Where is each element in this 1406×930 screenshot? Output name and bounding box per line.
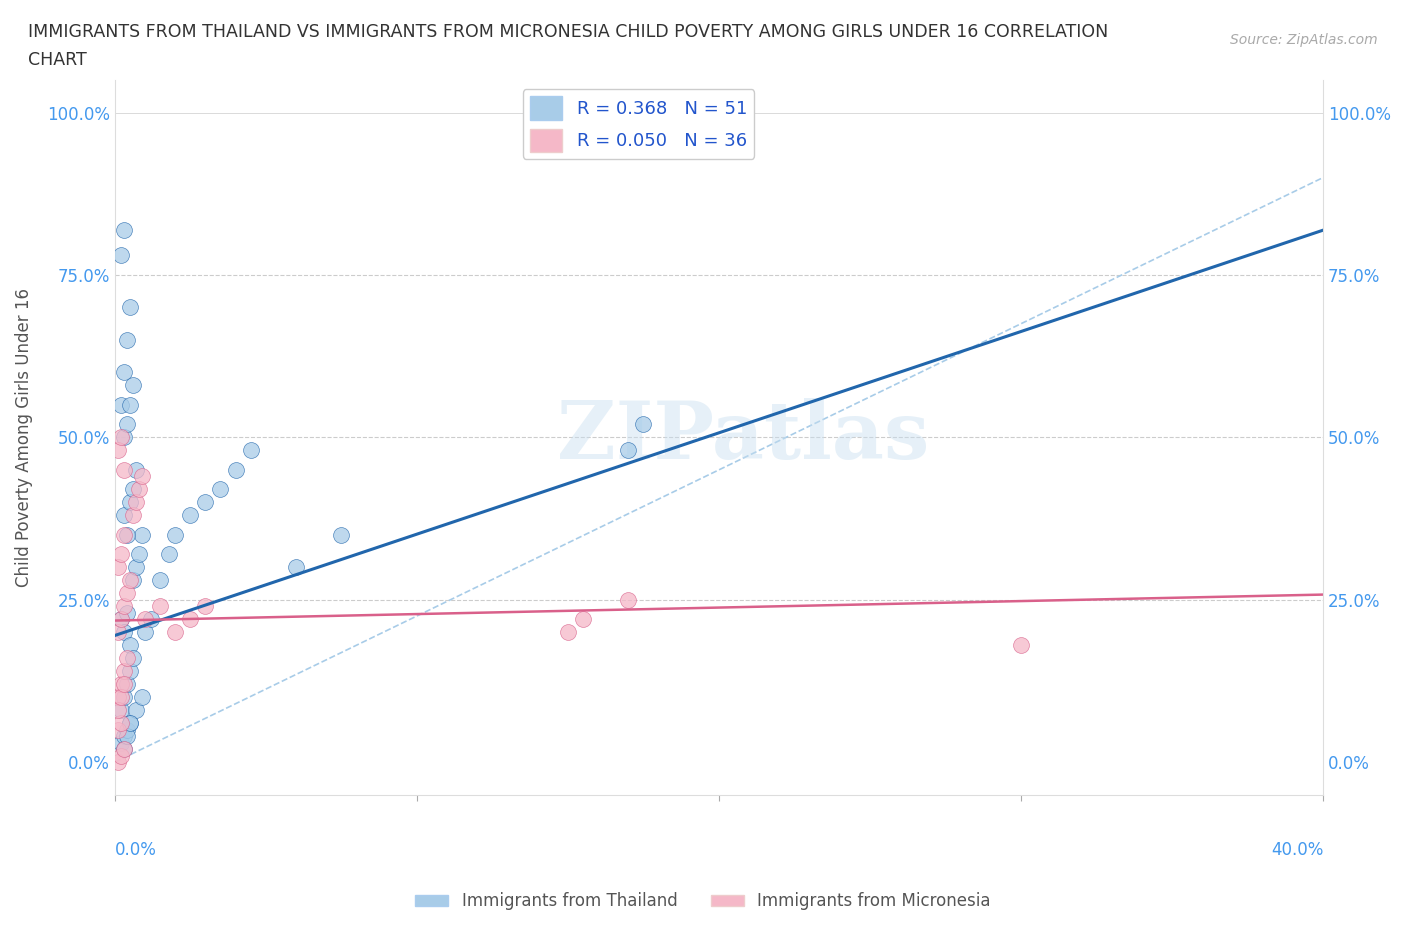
Point: [112, 677, 135, 692]
Point: [112, 664, 135, 679]
Point: [115, 586, 138, 601]
Point: [125, 495, 148, 510]
Text: 0.0%: 0.0%: [115, 841, 156, 859]
Point: [110, 430, 132, 445]
Point: [110, 677, 132, 692]
Point: [134, 625, 156, 640]
Point: [107, 703, 129, 718]
Point: [110, 716, 132, 731]
Point: [165, 625, 187, 640]
Point: [131, 690, 153, 705]
Point: [149, 573, 172, 588]
Point: [110, 612, 132, 627]
Point: [131, 527, 153, 542]
Point: [149, 599, 172, 614]
Point: [125, 560, 148, 575]
Point: [617, 592, 640, 607]
Point: [110, 703, 132, 718]
Point: [122, 482, 145, 497]
Point: [285, 560, 308, 575]
Point: [209, 482, 232, 497]
Point: [112, 729, 135, 744]
Point: [194, 495, 217, 510]
Point: [110, 749, 132, 764]
Point: [125, 462, 148, 477]
Point: [225, 462, 247, 477]
Legend: Immigrants from Thailand, Immigrants from Micronesia: Immigrants from Thailand, Immigrants fro…: [408, 885, 998, 917]
Text: Source: ZipAtlas.com: Source: ZipAtlas.com: [1230, 33, 1378, 46]
Point: [157, 547, 180, 562]
Point: [118, 573, 141, 588]
Point: [139, 612, 162, 627]
Point: [179, 612, 201, 627]
Point: [110, 248, 132, 263]
Point: [633, 417, 655, 432]
Point: [134, 612, 156, 627]
Point: [128, 482, 150, 497]
Point: [112, 508, 135, 523]
Point: [115, 729, 138, 744]
Point: [110, 547, 132, 562]
Point: [115, 651, 138, 666]
Point: [107, 755, 129, 770]
Point: [122, 508, 145, 523]
Point: [112, 625, 135, 640]
Point: [110, 397, 132, 412]
Point: [110, 736, 132, 751]
Point: [118, 300, 141, 315]
Point: [112, 690, 135, 705]
Point: [165, 527, 187, 542]
Point: [115, 677, 138, 692]
Point: [107, 690, 129, 705]
Point: [122, 378, 145, 392]
Point: [112, 742, 135, 757]
Point: [128, 547, 150, 562]
Point: [1010, 638, 1032, 653]
Point: [239, 443, 262, 458]
Point: [118, 397, 141, 412]
Point: [112, 742, 135, 757]
Y-axis label: Child Poverty Among Girls Under 16: Child Poverty Among Girls Under 16: [15, 288, 32, 587]
Point: [115, 605, 138, 620]
Point: [112, 462, 135, 477]
Point: [107, 443, 129, 458]
Point: [107, 625, 129, 640]
Point: [112, 599, 135, 614]
Point: [115, 333, 138, 348]
Point: [572, 612, 595, 627]
Point: [110, 690, 132, 705]
Point: [118, 664, 141, 679]
Point: [557, 625, 579, 640]
Point: [112, 222, 135, 237]
Point: [122, 573, 145, 588]
Point: [118, 716, 141, 731]
Text: CHART: CHART: [28, 51, 87, 69]
Point: [617, 443, 640, 458]
Point: [115, 527, 138, 542]
Text: IMMIGRANTS FROM THAILAND VS IMMIGRANTS FROM MICRONESIA CHILD POVERTY AMONG GIRLS: IMMIGRANTS FROM THAILAND VS IMMIGRANTS F…: [28, 23, 1108, 41]
Point: [118, 638, 141, 653]
Point: [118, 495, 141, 510]
Point: [115, 723, 138, 737]
Point: [125, 703, 148, 718]
Point: [131, 469, 153, 484]
Text: 40.0%: 40.0%: [1271, 841, 1323, 859]
Point: [112, 430, 135, 445]
Text: ZIPatlas: ZIPatlas: [557, 398, 929, 476]
Point: [112, 365, 135, 379]
Point: [118, 716, 141, 731]
Legend: R = 0.368   N = 51, R = 0.050   N = 36: R = 0.368 N = 51, R = 0.050 N = 36: [523, 89, 754, 159]
Point: [122, 651, 145, 666]
Point: [330, 527, 353, 542]
Point: [112, 527, 135, 542]
Point: [115, 417, 138, 432]
Point: [110, 612, 132, 627]
Point: [179, 508, 201, 523]
Point: [194, 599, 217, 614]
Point: [107, 560, 129, 575]
Point: [107, 723, 129, 737]
